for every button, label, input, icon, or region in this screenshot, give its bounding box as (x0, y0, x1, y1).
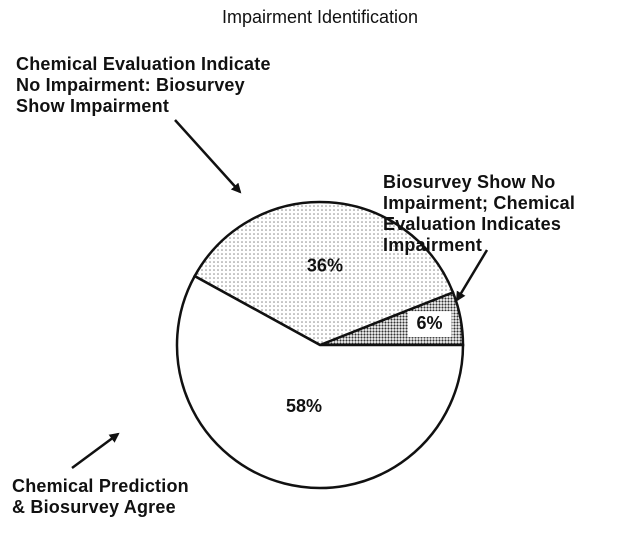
chart-title: Impairment Identification (222, 7, 418, 27)
slice-label: Chemical Evaluation Indicate No Impairme… (16, 54, 271, 116)
arrow (174, 119, 242, 194)
slice-label: Biosurvey Show No Impairment; Chemical E… (383, 172, 576, 255)
label-box (407, 311, 452, 338)
pie-slice (175, 274, 465, 490)
arrow (455, 249, 489, 302)
value-label: 58% (286, 396, 322, 416)
arrow (71, 432, 120, 470)
slice-label: Chemical Prediction & Biosurvey Agree (12, 476, 189, 517)
pie-slice (192, 200, 455, 347)
value-label: 6% (417, 313, 443, 333)
value-label: 36% (307, 255, 343, 275)
